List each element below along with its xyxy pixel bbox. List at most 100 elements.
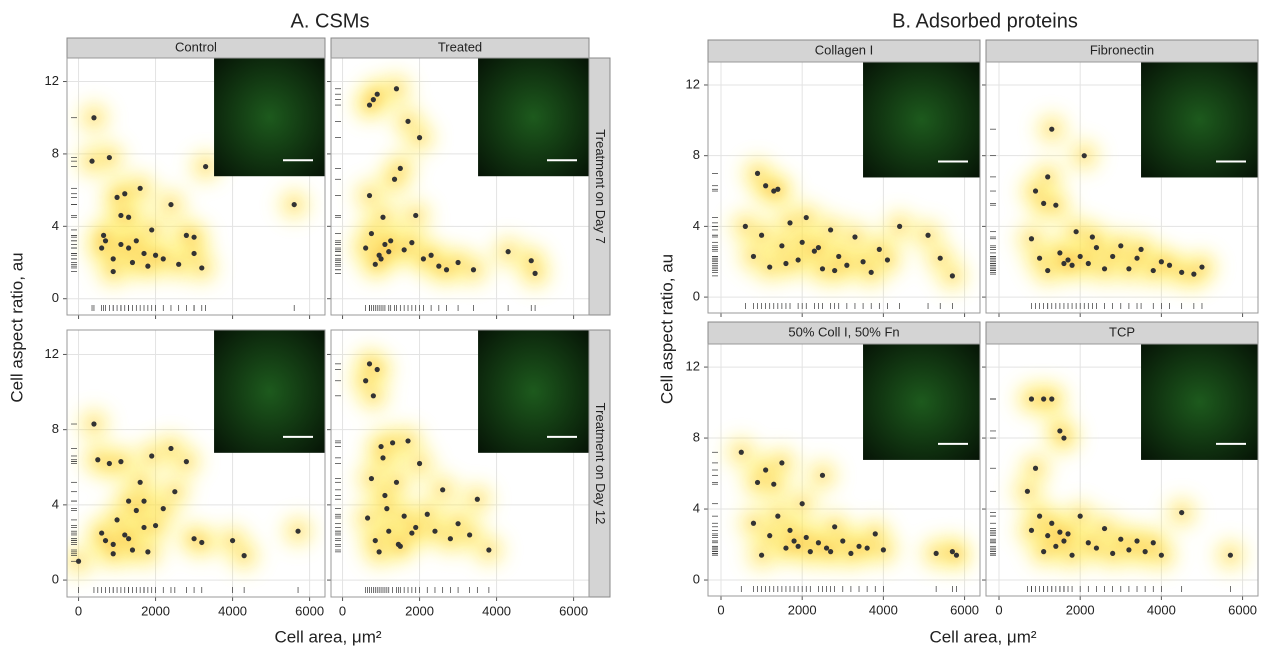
point [118,241,124,248]
point [191,234,197,240]
point [1045,267,1051,274]
point [393,86,400,92]
x-tick-label: 2000 [405,603,434,618]
point [118,212,124,219]
panel [331,58,589,315]
point [852,234,858,240]
point [183,232,189,238]
point [126,536,132,542]
point [91,421,97,427]
point [1150,267,1156,274]
point [191,536,197,542]
micrograph-inset [1141,344,1258,460]
panel-border [330,57,590,316]
point [486,547,492,553]
point [467,532,473,538]
point [145,549,151,555]
point [795,543,801,549]
point [145,263,151,269]
point [89,158,95,164]
point [933,550,939,557]
panel [986,62,1258,313]
point [1158,259,1164,265]
panel [708,62,980,313]
y-tick-label: 0 [52,290,59,305]
point [137,185,143,191]
point [742,223,748,229]
point [860,259,866,265]
point [925,232,931,238]
point [1158,552,1164,558]
panel-border [707,343,981,597]
point [455,259,461,266]
x-tick-label: 4000 [1147,602,1176,617]
point [99,245,105,251]
point [953,552,960,558]
x-tick-label: 2000 [788,602,817,617]
point [443,267,450,273]
point [1045,533,1051,539]
strip-label: Treatment on Day 7 [593,129,608,243]
point [106,460,112,467]
point [528,258,534,264]
point [106,154,112,161]
x-tick-label: 0 [995,602,1002,617]
strip-label: Collagen I [815,42,874,57]
point [1065,257,1071,263]
panel-border [66,329,326,598]
point [102,238,109,244]
point [363,245,369,251]
point [1032,188,1039,194]
point [126,498,132,504]
point [378,443,384,450]
point [803,214,809,221]
point [505,249,511,255]
point [750,253,757,260]
point [366,102,373,108]
panel-border [985,61,1259,314]
point [1089,234,1095,240]
point [401,247,407,253]
y-tick-label: 12 [45,346,59,361]
point [374,91,380,97]
point [114,194,120,200]
point [291,201,297,208]
point [1199,264,1205,270]
micrograph-inset [478,58,589,177]
point [413,524,419,531]
point [110,268,116,275]
point [758,232,765,238]
point [391,176,398,182]
point [370,97,376,103]
point [775,186,781,192]
point [141,498,147,504]
y-tick-label: 0 [693,571,700,586]
point [141,250,147,257]
point [1110,253,1116,260]
point [763,467,769,473]
strip-label: Treatment on Day 12 [593,403,608,525]
point [819,472,826,478]
panel [331,330,589,597]
point [100,232,107,238]
point [1110,550,1116,557]
point [447,536,453,542]
point [771,481,777,487]
x-tick-label: 6000 [1228,602,1257,617]
point [840,538,846,544]
point [868,269,874,275]
point [413,212,419,219]
point [416,135,423,141]
point [110,551,116,557]
point [754,170,761,176]
point [199,539,205,546]
point [474,496,480,502]
point [856,543,862,549]
y-axis-label: Cell aspect ratio, au [657,254,676,404]
point [783,545,789,551]
point [1057,428,1063,434]
point [1085,540,1091,546]
point [122,191,128,197]
point [241,553,247,559]
point [1069,262,1075,268]
